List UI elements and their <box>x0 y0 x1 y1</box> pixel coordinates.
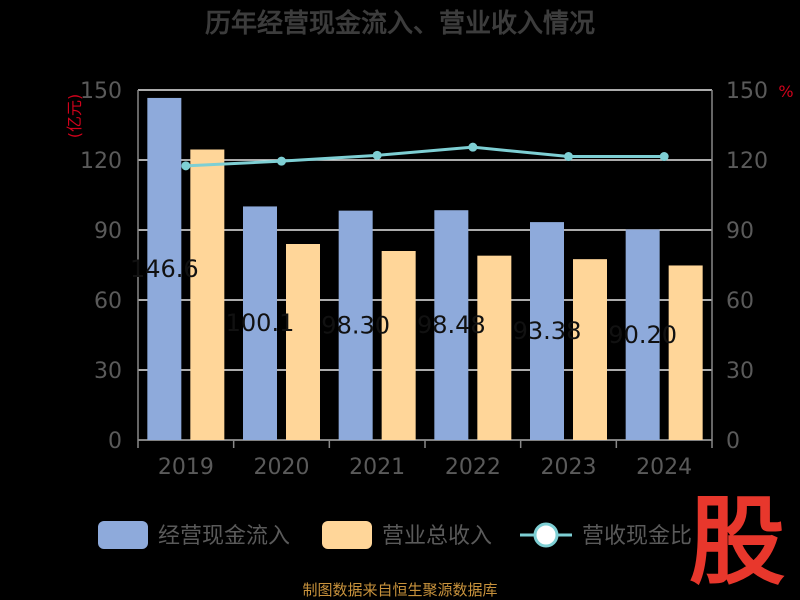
x-tick-label: 2024 <box>636 455 692 480</box>
bar-cash-inflow <box>147 97 182 440</box>
right-tick-label: 60 <box>726 289 754 314</box>
left-axis-unit: (亿元) <box>65 94 84 139</box>
bar-cash-inflow <box>434 210 469 440</box>
right-tick-label: 150 <box>726 79 768 104</box>
legend-swatch-cash-inflow <box>98 521 148 549</box>
source-note: 制图数据来自恒生聚源数据库 <box>302 581 497 599</box>
data-label: 98.30 <box>321 311 390 339</box>
bar-revenue <box>477 255 512 440</box>
left-tick-label: 0 <box>108 429 122 454</box>
ratio-line <box>181 142 669 171</box>
x-tick-label: 2021 <box>349 455 405 480</box>
bar-revenue <box>381 251 416 440</box>
bar-revenue <box>573 259 607 440</box>
x-axis-ticks: 2019 2020 2021 2022 2023 2024 <box>158 455 692 480</box>
bar-revenue <box>668 265 703 440</box>
x-tick-label: 2022 <box>445 455 501 480</box>
chart-title: 历年经营现金流入、营业收入情况 <box>205 8 595 39</box>
line-point <box>468 142 478 152</box>
bar-revenue <box>286 244 320 440</box>
left-tick-label: 150 <box>80 79 122 104</box>
right-tick-label: 120 <box>726 149 768 174</box>
line-point <box>277 156 286 166</box>
bar-cash-inflow <box>338 210 373 440</box>
line-point <box>181 161 191 171</box>
axes <box>137 90 713 448</box>
x-tick-label: 2023 <box>541 455 597 480</box>
legend-label-ratio: 营收现金比 <box>582 524 692 549</box>
legend-label-revenue: 营业总收入 <box>382 524 492 549</box>
ratio-line-path <box>185 145 665 168</box>
bar-cash-inflow <box>530 222 564 440</box>
right-tick-label: 90 <box>726 219 754 244</box>
left-tick-label: 90 <box>94 219 122 244</box>
left-tick-label: 60 <box>94 289 122 314</box>
x-tick-label: 2020 <box>254 455 310 480</box>
bar-cash-inflow <box>243 206 277 440</box>
legend-marker-ratio <box>533 522 559 548</box>
line-point <box>659 152 669 161</box>
line-point <box>372 150 382 160</box>
left-tick-label: 30 <box>94 359 122 384</box>
bar-revenue <box>190 149 225 440</box>
right-axis-ticks: 0 30 60 90 120 150 <box>726 79 768 454</box>
data-label: 98.48 <box>417 311 486 339</box>
right-axis-unit: % <box>778 82 793 101</box>
line-point <box>564 152 573 161</box>
data-label: 100.1 <box>226 309 295 337</box>
left-axis-ticks: 0 30 60 90 120 150 <box>80 79 122 454</box>
x-tick-label: 2019 <box>158 455 214 480</box>
bar-labels: 146.6 100.1 98.30 98.48 93.38 90.20 <box>130 255 677 349</box>
data-label: 93.38 <box>513 317 582 345</box>
legend-label-cash-inflow: 经营现金流入 <box>158 524 290 549</box>
data-label: 90.20 <box>608 321 677 349</box>
legend-swatch-revenue <box>322 521 372 549</box>
right-tick-label: 0 <box>726 429 740 454</box>
logo-watermark: 股 <box>689 486 785 598</box>
bars <box>147 97 703 440</box>
legend: 经营现金流入 营业总收入 营收现金比 <box>98 521 692 549</box>
left-tick-label: 120 <box>80 149 122 174</box>
data-label: 146.6 <box>130 255 199 283</box>
bar-cash-inflow <box>625 229 660 440</box>
right-tick-label: 30 <box>726 359 754 384</box>
